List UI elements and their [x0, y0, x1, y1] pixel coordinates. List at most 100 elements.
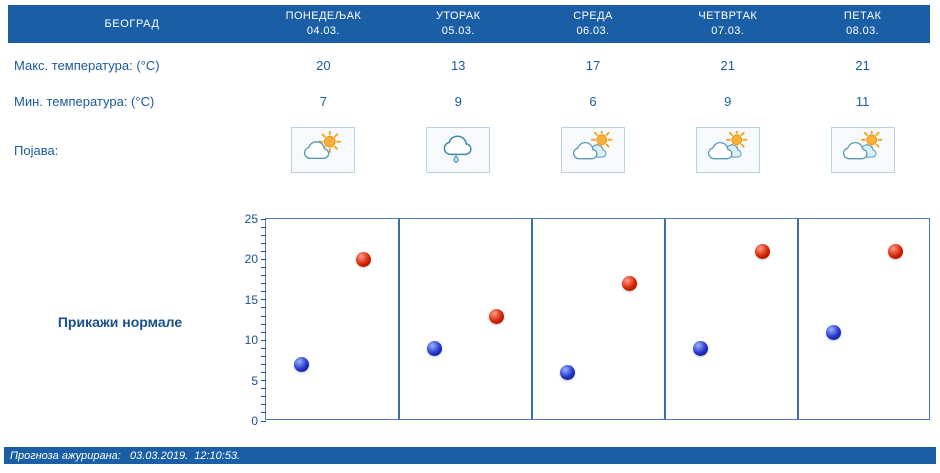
day-name: УТОРАК	[435, 10, 481, 22]
min-temp-point	[560, 365, 576, 380]
y-axis-tick	[261, 363, 266, 365]
day-name: ПЕТАК	[843, 10, 882, 22]
min-temp-point	[427, 340, 443, 356]
day-column-header: УТОРАК 05.03.	[391, 5, 526, 43]
chart-plot-area: 0 5 10 15 20 25	[245, 212, 930, 428]
min-temp-value: 9	[454, 93, 462, 109]
y-axis-tick	[261, 412, 266, 414]
location-label: БЕОГРАД	[104, 18, 160, 30]
y-axis-tick	[261, 388, 266, 390]
max-temp-point	[887, 243, 903, 259]
y-axis-tick	[261, 315, 266, 317]
y-axis-label: 0	[251, 414, 258, 428]
y-axis-tick	[261, 291, 266, 293]
footer-bar: Прогноза ажурирана: 03.03.2019. 12:10:53…	[4, 447, 936, 464]
max-temp-value: 17	[585, 57, 601, 73]
y-axis-tick	[261, 396, 266, 398]
show-normals-button[interactable]: Прикажи нормале	[57, 314, 183, 330]
day-columns: ПОНЕДЕЉАК 04.03. УТОРАК 05.03. СРЕДА 06.03. ЧЕ…	[256, 5, 930, 43]
day-date: 06.03.	[576, 25, 610, 37]
y-axis-tick	[261, 355, 266, 357]
min-temp-label: Мин. температура: (°C)	[14, 93, 155, 109]
max-temp-value: 13	[450, 57, 466, 73]
sun-behind-cloud-icon	[571, 129, 615, 169]
y-axis-label: 25	[244, 212, 258, 226]
chart-day-separator	[398, 219, 400, 419]
phenomenon-icons	[256, 126, 930, 174]
forecast-updated-text: Прогноза ажурирана: 03.03.2019. 12:10:53…	[10, 449, 241, 462]
y-axis-tick	[261, 242, 266, 244]
max-temp-point	[621, 276, 637, 292]
chart-day-separator	[531, 219, 533, 419]
phenomenon-row: Појава:	[8, 126, 930, 174]
min-temp-values: 7 9 6 9 11	[256, 90, 930, 112]
min-temp-row: Мин. температура: (°C) 7 9 6 9 11	[8, 90, 930, 112]
y-axis-tick	[261, 283, 266, 285]
min-temp-point	[693, 340, 709, 356]
chart-day-separator	[664, 219, 666, 419]
phenomenon-cell	[526, 126, 661, 174]
day-name: ЧЕТВРТАК	[698, 10, 758, 22]
y-axis-tick	[261, 299, 266, 301]
y-axis-tick	[261, 275, 266, 277]
y-axis-tick	[261, 331, 266, 333]
min-temp-point	[294, 356, 310, 372]
y-axis-tick	[261, 258, 266, 260]
min-temp-value: 9	[724, 93, 732, 109]
phenomenon-cell	[795, 126, 930, 174]
min-temp-point	[826, 324, 842, 340]
min-temp-value: 7	[319, 93, 328, 109]
y-axis-tick	[261, 404, 266, 406]
max-temp-row: Макс. температура: (°C) 20 13 17 21 21	[8, 54, 930, 76]
day-column-header: ПОНЕДЕЉАК 04.03.	[256, 5, 391, 43]
y-axis-label: 20	[244, 252, 258, 267]
phenomenon-label: Појава:	[14, 142, 59, 158]
weather-icon-box	[830, 127, 895, 173]
y-axis-tick	[261, 372, 266, 373]
max-temp-values: 20 13 17 21 21	[256, 54, 930, 76]
y-axis-tick	[261, 218, 266, 220]
y-axis-label: 15	[244, 292, 258, 307]
y-axis-tick	[261, 339, 266, 341]
y-axis-tick	[261, 234, 266, 236]
phenomenon-cell	[391, 126, 526, 174]
max-temp-point	[754, 243, 770, 259]
max-temp-value: 21	[720, 57, 736, 73]
day-date: 05.03.	[441, 25, 475, 37]
min-temp-value: 6	[589, 93, 597, 109]
day-column-header: СРЕДА 06.03.	[526, 5, 661, 43]
y-axis-tick	[261, 420, 266, 422]
forecast-header: БЕОГРАД ПОНЕДЕЉАК 04.03. УТОРАК 05.03. СРЕДА…	[8, 5, 930, 43]
max-temp-label: Макс. температура: (°C)	[14, 57, 160, 73]
y-axis-label: 5	[251, 373, 258, 388]
max-temp-point	[488, 308, 504, 324]
day-date: 08.03.	[846, 25, 880, 37]
min-temp-value: 11	[855, 93, 870, 109]
day-name: СРЕДА	[573, 10, 613, 22]
y-axis-tick	[261, 307, 266, 309]
day-date: 07.03.	[711, 25, 745, 37]
y-axis-tick	[261, 226, 266, 228]
y-axis-tick	[261, 380, 266, 382]
chart-day-separator	[797, 219, 799, 419]
y-axis-label: 10	[244, 333, 258, 348]
weather-icon-box	[560, 127, 625, 173]
max-temp-point	[355, 251, 371, 267]
sun-with-cloud-icon	[301, 130, 345, 169]
temperature-chart: 0 5 10 15 20 25	[245, 212, 930, 428]
day-column-header: ЧЕТВРТАК 07.03.	[660, 5, 795, 43]
day-date: 04.03.	[306, 25, 340, 37]
phenomenon-cell	[660, 126, 795, 174]
phenomenon-cell	[256, 126, 391, 174]
y-axis-tick	[261, 267, 266, 268]
y-axis-tick	[261, 323, 266, 325]
y-axis-tick	[261, 250, 266, 252]
day-column-header: ПЕТАК 08.03.	[795, 5, 930, 43]
weather-icon-box	[426, 127, 491, 173]
rain-cloud-icon	[436, 131, 480, 169]
weather-icon-box	[695, 127, 760, 173]
max-temp-value: 21	[855, 57, 870, 73]
sun-behind-cloud-icon	[841, 129, 885, 169]
weather-icon-box	[291, 127, 356, 173]
max-temp-value: 20	[316, 57, 331, 73]
